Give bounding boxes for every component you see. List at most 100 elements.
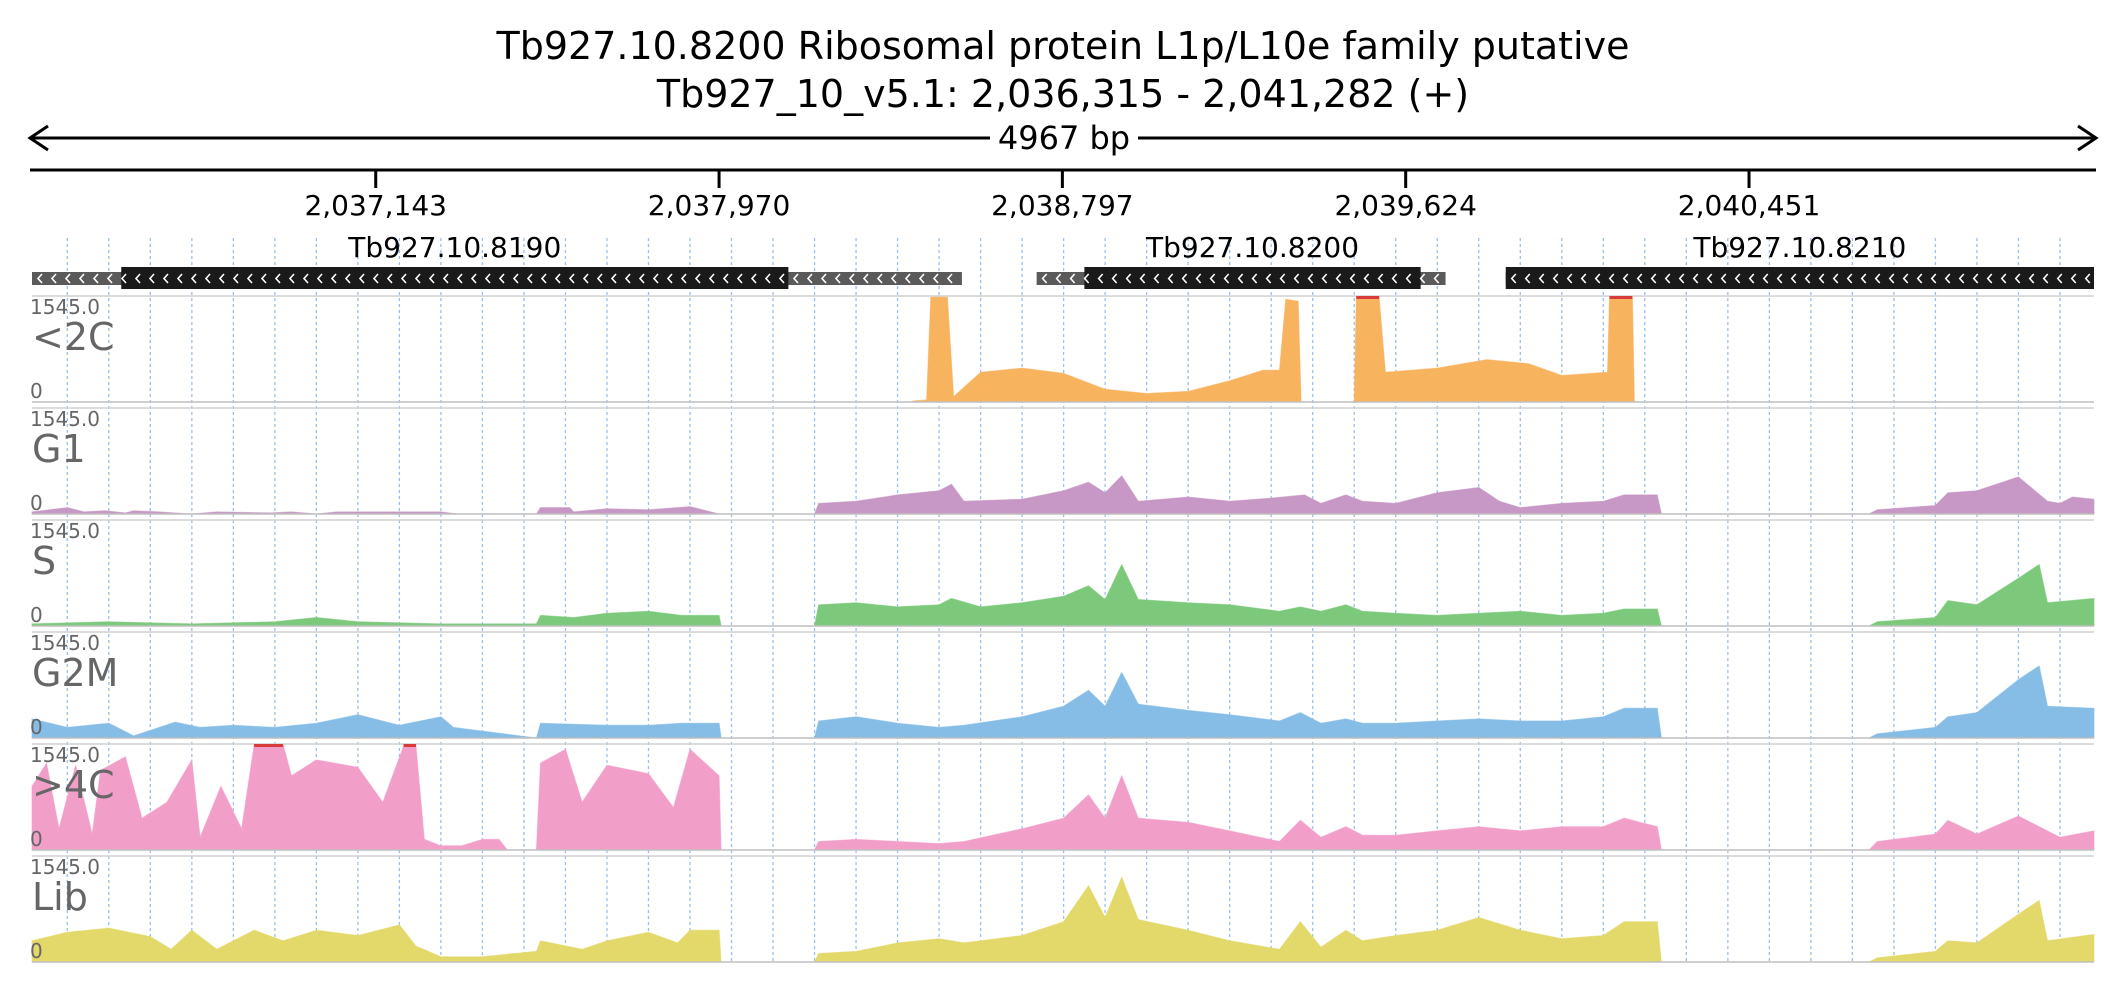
- strand-arrow: [1195, 273, 1202, 284]
- strand-arrow: [1209, 273, 1216, 284]
- coverage-area: [32, 665, 2094, 738]
- strand-arrow: [526, 273, 533, 284]
- strand-arrow: [1566, 273, 1573, 284]
- strand-arrow: [400, 273, 407, 284]
- strand-arrow: [2084, 273, 2091, 284]
- strand-arrow: [274, 273, 281, 284]
- strand-arrow: [246, 273, 253, 284]
- strand-arrow: [1706, 273, 1713, 284]
- strand-arrow: [582, 273, 589, 284]
- strand-arrow: [1692, 273, 1699, 284]
- strand-arrow: [50, 273, 57, 284]
- strand-arrow: [386, 273, 393, 284]
- strand-arrow: [2042, 273, 2049, 284]
- strand-arrow: [36, 273, 43, 284]
- strand-arrow: [848, 273, 855, 284]
- track-min-label: 0: [30, 939, 43, 963]
- strand-arrow: [1748, 273, 1755, 284]
- strand-arrow: [1818, 273, 1825, 284]
- strand-arrow: [834, 273, 841, 284]
- strand-arrow: [1391, 273, 1398, 284]
- strand-arrow: [1405, 273, 1412, 284]
- track-min-label: 0: [30, 827, 43, 851]
- strand-arrow: [120, 273, 127, 284]
- strand-arrow: [1167, 273, 1174, 284]
- strand-arrow: [1944, 273, 1951, 284]
- strand-arrow: [1734, 273, 1741, 284]
- track-max-label: 1545.0: [30, 295, 100, 319]
- clip-indicator: [1356, 296, 1380, 299]
- coverage-area: [32, 564, 2094, 626]
- strand-arrow: [554, 273, 561, 284]
- strand-arrow: [1363, 273, 1370, 284]
- page-title: Tb927.10.8200 Ribosomal protein L1p/L10e…: [496, 24, 1630, 68]
- span-arrow-left-head: [27, 124, 49, 152]
- gene-label: Tb927.10.8190: [347, 231, 561, 264]
- ruler-tick-label: 2,037,143: [304, 189, 447, 222]
- strand-arrow: [1552, 273, 1559, 284]
- ruler-tick-label: 2,039,624: [1334, 189, 1477, 222]
- strand-arrow: [1510, 273, 1517, 284]
- strand-arrow: [1846, 273, 1853, 284]
- track-name: S: [32, 539, 56, 583]
- strand-arrow: [1608, 273, 1615, 284]
- strand-arrow: [1433, 273, 1440, 284]
- strand-arrow: [456, 273, 463, 284]
- gene-cds: [1505, 267, 2094, 289]
- strand-arrow: [78, 273, 85, 284]
- coverage-area: [32, 745, 2094, 850]
- strand-arrow: [442, 273, 449, 284]
- strand-arrow: [666, 273, 673, 284]
- strand-arrow: [1069, 273, 1076, 284]
- track-name: <2C: [32, 315, 115, 359]
- strand-arrow: [1972, 273, 1979, 284]
- strand-arrow: [1111, 273, 1118, 284]
- strand-arrow: [792, 273, 799, 284]
- strand-arrow: [134, 273, 141, 284]
- strand-arrow: [1762, 273, 1769, 284]
- strand-arrow: [624, 273, 631, 284]
- strand-arrow: [568, 273, 575, 284]
- strand-arrow: [1419, 273, 1426, 284]
- ruler-tick-label: 2,037,970: [648, 189, 791, 222]
- span-arrow-right-head: [2077, 124, 2099, 152]
- strand-arrow: [1902, 273, 1909, 284]
- strand-arrow: [862, 273, 869, 284]
- strand-arrow: [1265, 273, 1272, 284]
- strand-arrow: [722, 273, 729, 284]
- strand-arrow: [2056, 273, 2063, 284]
- span-label: 4967 bp: [998, 119, 1130, 157]
- strand-arrow: [1293, 273, 1300, 284]
- track-name: G2M: [32, 651, 118, 695]
- strand-arrow: [820, 273, 827, 284]
- strand-arrow: [1986, 273, 1993, 284]
- strand-arrow: [736, 273, 743, 284]
- strand-arrow: [1678, 273, 1685, 284]
- strand-arrow: [1860, 273, 1867, 284]
- coverage-area: [32, 297, 2094, 402]
- strand-arrow: [1349, 273, 1356, 284]
- strand-arrow: [106, 273, 113, 284]
- ruler-tick-label: 2,040,451: [1678, 189, 1821, 222]
- strand-arrow: [694, 273, 701, 284]
- strand-arrow: [1377, 273, 1384, 284]
- strand-arrow: [1636, 273, 1643, 284]
- strand-arrow: [750, 273, 757, 284]
- strand-arrow: [1930, 273, 1937, 284]
- strand-arrow: [2000, 273, 2007, 284]
- strand-arrow: [1594, 273, 1601, 284]
- strand-arrow: [190, 273, 197, 284]
- strand-arrow: [204, 273, 211, 284]
- ruler-tick-label: 2,038,797: [991, 189, 1134, 222]
- strand-arrow: [1279, 273, 1286, 284]
- strand-arrow: [1083, 273, 1090, 284]
- track-max-label: 1545.0: [30, 631, 100, 655]
- track-min-label: 0: [30, 491, 43, 515]
- strand-arrow: [1874, 273, 1881, 284]
- gene-label: Tb927.10.8200: [1145, 231, 1359, 264]
- strand-arrow: [260, 273, 267, 284]
- strand-arrow: [1181, 273, 1188, 284]
- strand-arrow: [358, 273, 365, 284]
- strand-arrow: [1153, 273, 1160, 284]
- strand-arrow: [1321, 273, 1328, 284]
